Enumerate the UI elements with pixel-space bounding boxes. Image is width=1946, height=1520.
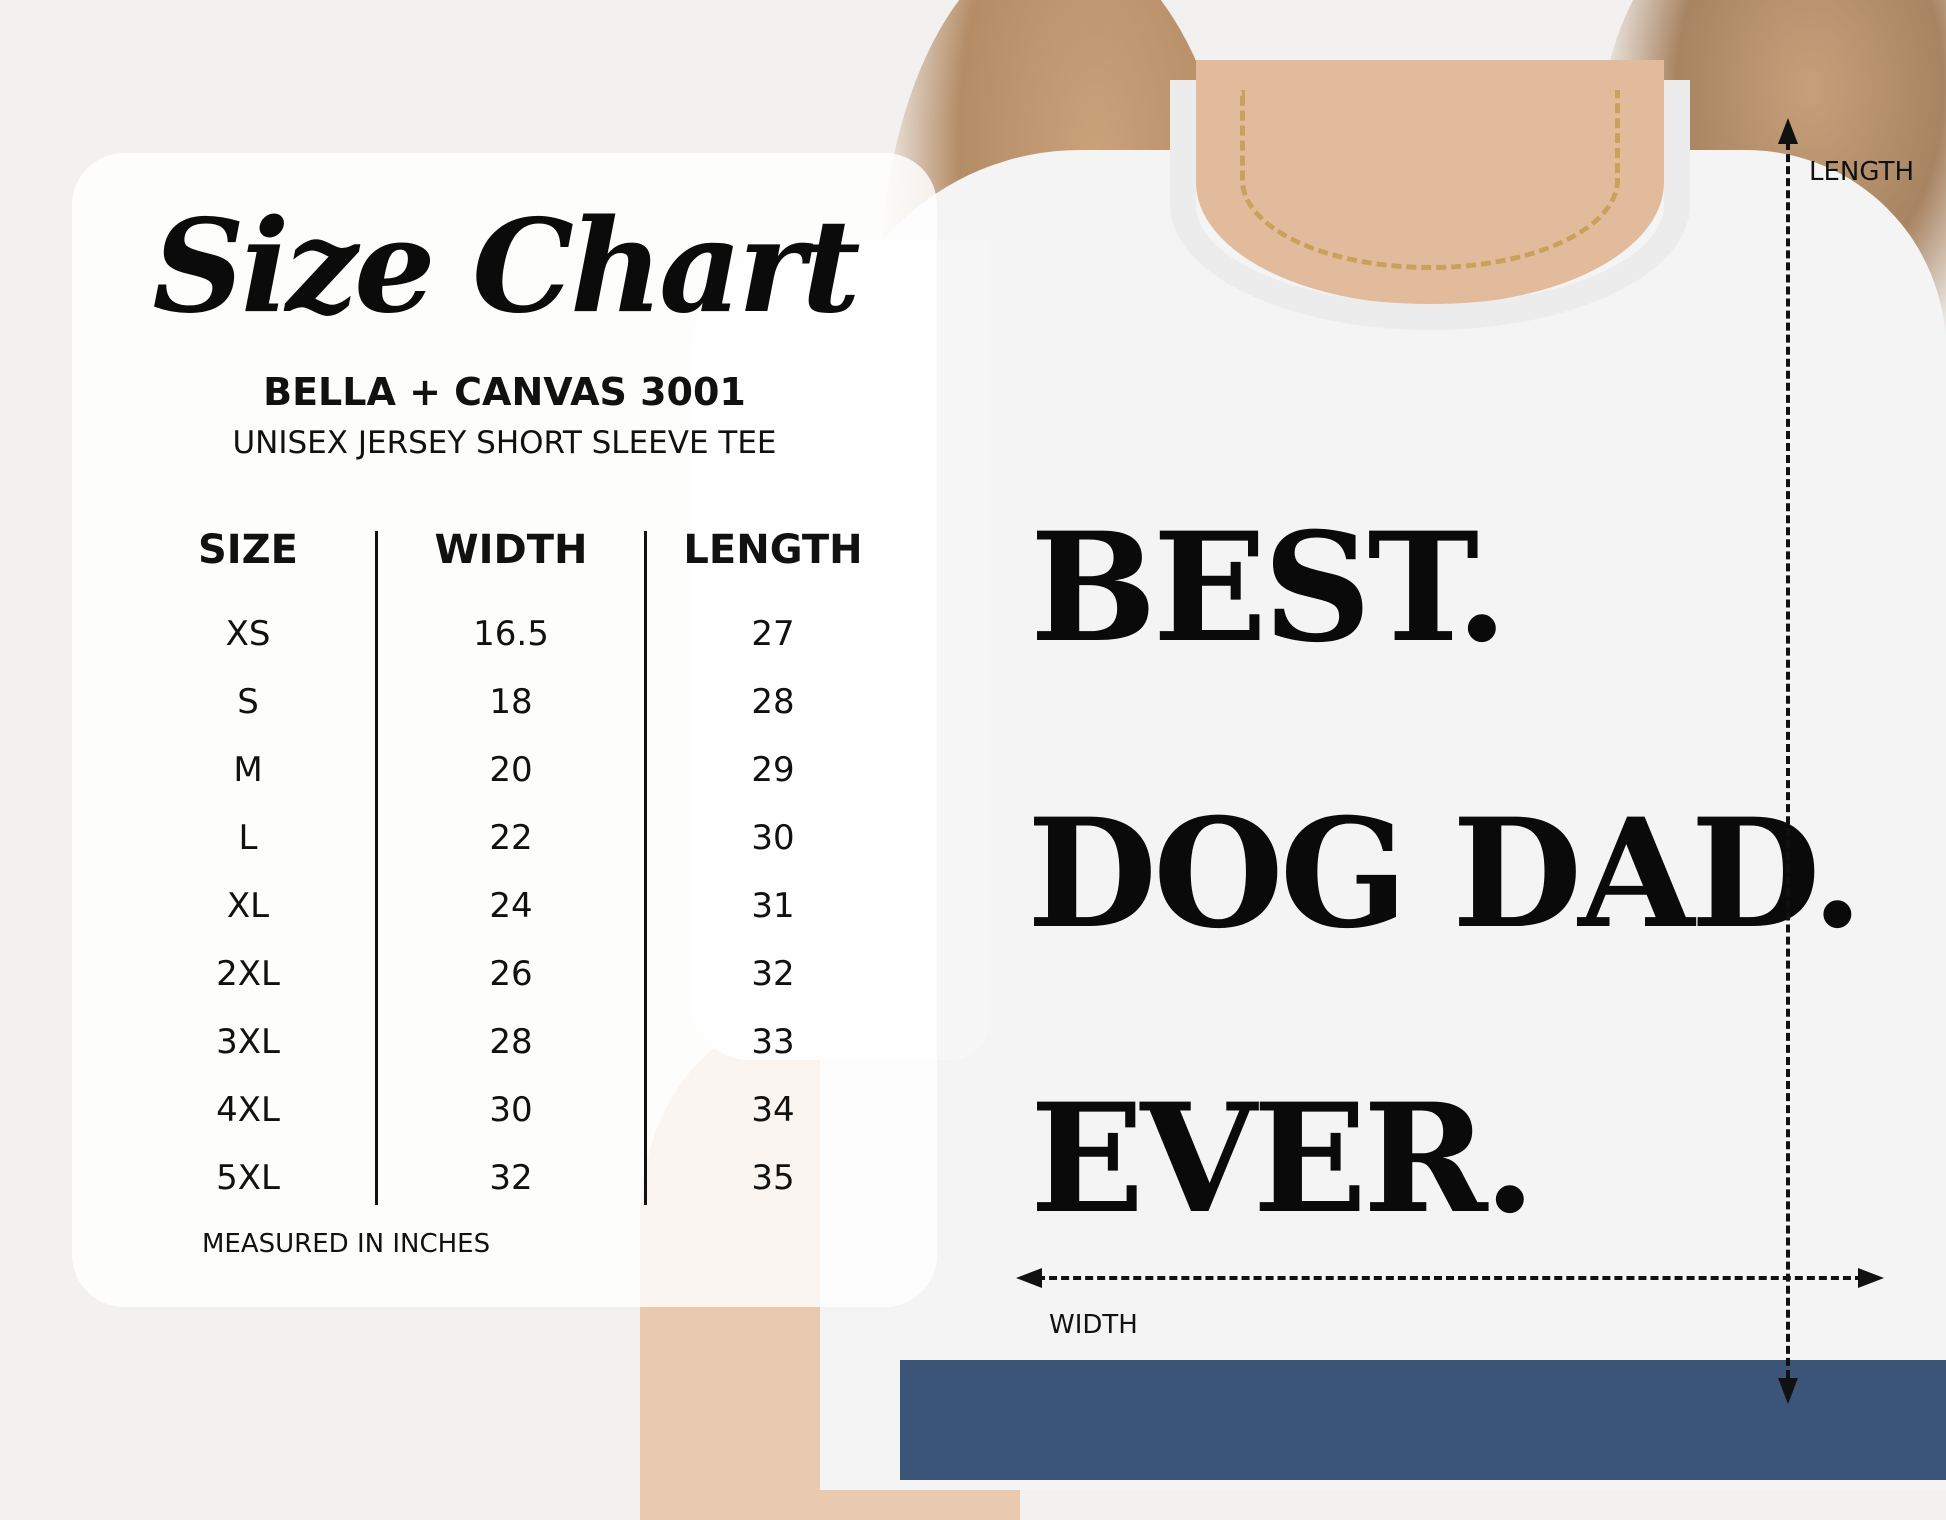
cell-width: 32 <box>489 1158 533 1198</box>
cell-size: S <box>237 682 259 722</box>
cell-size: L <box>238 818 258 858</box>
arrow-down-icon <box>1778 1378 1798 1404</box>
width-measure-line <box>1025 1276 1875 1280</box>
cell-width: 22 <box>489 818 533 858</box>
cell-width: 26 <box>489 954 533 994</box>
cell-size: M <box>233 750 263 790</box>
header-length: LENGTH <box>683 527 863 573</box>
cell-width: 28 <box>489 1022 533 1062</box>
length-measure-line <box>1786 130 1790 1390</box>
shirt-print-line-3: EVER. <box>1030 1071 1536 1247</box>
arrow-left-icon <box>1016 1268 1042 1288</box>
cell-length: 29 <box>751 750 795 790</box>
cell-length: 34 <box>751 1090 795 1130</box>
cell-size: 3XL <box>216 1022 280 1062</box>
product-subtitle: UNISEX JERSEY SHORT SLEEVE TEE <box>232 425 777 461</box>
brand-model: BELLA + CANVAS 3001 <box>263 370 746 414</box>
column-divider <box>375 531 378 1205</box>
cell-size: XL <box>226 886 270 926</box>
tshirt <box>820 150 1946 1490</box>
cell-length: 32 <box>751 954 795 994</box>
necklace <box>1240 90 1620 270</box>
shirt-print-line-2: DOG DAD. <box>1027 786 1863 962</box>
column-divider <box>644 531 647 1205</box>
cell-width: 30 <box>489 1090 533 1130</box>
page-title: Size Chart <box>152 192 860 342</box>
shirt-print-line-1: BEST. <box>1030 500 1508 676</box>
header-size: SIZE <box>197 527 299 573</box>
cell-size: 2XL <box>216 954 280 994</box>
cell-length: 27 <box>751 614 795 654</box>
cell-size: 5XL <box>216 1158 280 1198</box>
cell-size: 4XL <box>216 1090 280 1130</box>
footnote: MEASURED IN INCHES <box>202 1229 491 1259</box>
arrow-up-icon <box>1778 118 1798 144</box>
cell-width: 24 <box>489 886 533 926</box>
cell-width: 16.5 <box>473 614 549 654</box>
header-width: WIDTH <box>434 527 588 573</box>
size-chart-panel <box>72 153 937 1307</box>
cell-width: 18 <box>489 682 533 722</box>
cell-length: 28 <box>751 682 795 722</box>
cell-width: 20 <box>489 750 533 790</box>
cell-size: XS <box>225 614 271 654</box>
arrow-right-icon <box>1858 1268 1884 1288</box>
cell-length: 33 <box>751 1022 795 1062</box>
cell-length: 31 <box>751 886 795 926</box>
cell-length: 30 <box>751 818 795 858</box>
length-label: LENGTH <box>1809 157 1915 187</box>
width-label: WIDTH <box>1049 1310 1138 1340</box>
cell-length: 35 <box>751 1158 795 1198</box>
